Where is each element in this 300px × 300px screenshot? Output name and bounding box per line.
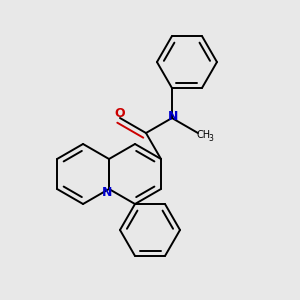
Text: CH: CH: [196, 130, 210, 140]
Text: N: N: [168, 110, 178, 123]
Text: 3: 3: [208, 134, 213, 143]
Text: O: O: [115, 107, 125, 120]
Text: N: N: [102, 186, 113, 199]
